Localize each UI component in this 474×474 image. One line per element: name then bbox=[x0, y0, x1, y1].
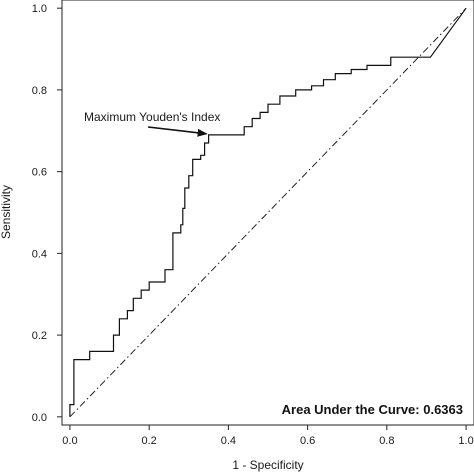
x-tick-label: 0.6 bbox=[300, 435, 315, 447]
x-tick-label: 0.0 bbox=[62, 435, 77, 447]
x-tick-label: 0.8 bbox=[379, 435, 394, 447]
auc-label: Area Under the Curve: 0.6363 bbox=[282, 402, 463, 417]
y-axis-title: Sensitivity bbox=[0, 185, 13, 239]
annotation-label: Maximum Youden's Index bbox=[84, 110, 220, 124]
reference-diagonal-line bbox=[69, 7, 467, 418]
roc-curve-series bbox=[69, 7, 467, 417]
y-axis-ticks: 0.0 0.2 0.4 0.6 0.8 1.0 bbox=[32, 3, 62, 424]
y-tick-label: 0.4 bbox=[32, 248, 47, 260]
x-tick-label: 0.2 bbox=[142, 435, 157, 447]
y-tick-label: 0.2 bbox=[32, 330, 47, 342]
y-tick-label: 0.8 bbox=[32, 85, 47, 97]
y-tick-label: 0.0 bbox=[32, 412, 47, 424]
x-tick-label: 1.0 bbox=[458, 435, 473, 447]
x-axis-ticks: 0.0 0.2 0.4 0.6 0.8 1.0 bbox=[62, 425, 474, 447]
y-tick-label: 0.6 bbox=[32, 167, 47, 179]
annotation-arrow bbox=[147, 126, 208, 137]
y-tick-label: 1.0 bbox=[32, 3, 47, 15]
plot-frame bbox=[61, 0, 474, 426]
x-tick-label: 0.4 bbox=[221, 435, 236, 447]
x-axis-title: 1 - Specificity bbox=[232, 458, 303, 472]
